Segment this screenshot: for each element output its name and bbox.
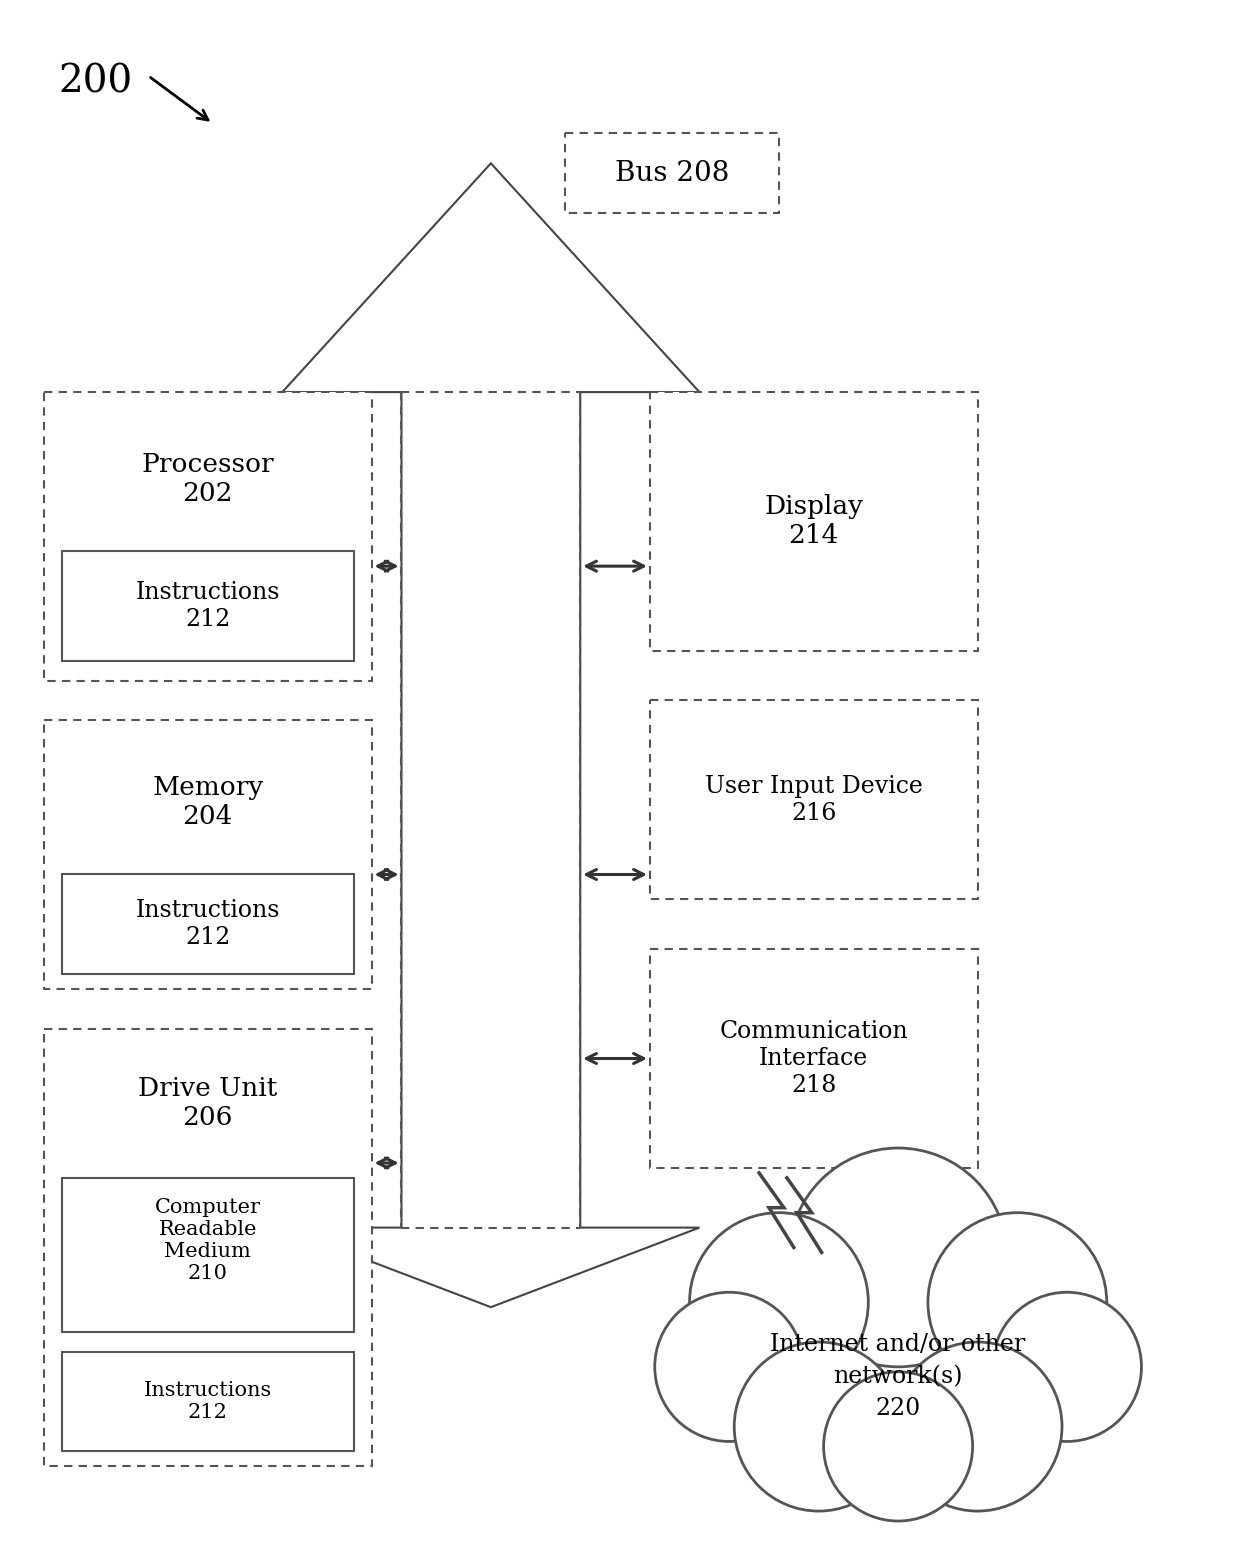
Text: Drive Unit
206: Drive Unit 206 [138, 1077, 278, 1130]
Bar [43, 720, 372, 988]
Bar [62, 874, 353, 974]
Circle shape [655, 1293, 804, 1441]
Text: Memory
204: Memory 204 [153, 774, 263, 829]
Bar [650, 701, 977, 899]
Polygon shape [283, 164, 699, 1307]
Text: User Input Device
216: User Input Device 216 [704, 776, 923, 824]
Circle shape [893, 1342, 1061, 1511]
Circle shape [823, 1372, 972, 1520]
Circle shape [789, 1147, 1007, 1367]
Circle shape [928, 1213, 1107, 1392]
Bar [62, 1352, 353, 1452]
Bar [565, 134, 779, 212]
Circle shape [689, 1213, 868, 1392]
Text: 200: 200 [58, 64, 133, 101]
Text: Bus 208: Bus 208 [615, 159, 729, 187]
Bar [62, 551, 353, 660]
Text: Instructions
212: Instructions 212 [135, 899, 280, 949]
Text: Computer
Readable
Medium
210: Computer Readable Medium 210 [155, 1197, 260, 1283]
Circle shape [734, 1342, 903, 1511]
Bar [650, 949, 977, 1168]
Bar [43, 1029, 372, 1466]
Text: Instructions
212: Instructions 212 [135, 581, 280, 631]
Text: Display
214: Display 214 [764, 495, 863, 548]
Text: Instructions
212: Instructions 212 [144, 1381, 272, 1422]
Bar [650, 392, 977, 651]
Text: Processor
202: Processor 202 [141, 451, 274, 506]
Text: Communication
Interface
218: Communication Interface 218 [719, 1021, 908, 1097]
Circle shape [992, 1293, 1142, 1441]
Text: Internet and/or other
network(s)
220: Internet and/or other network(s) 220 [770, 1333, 1025, 1421]
Bar [43, 392, 372, 681]
Bar [62, 1179, 353, 1332]
